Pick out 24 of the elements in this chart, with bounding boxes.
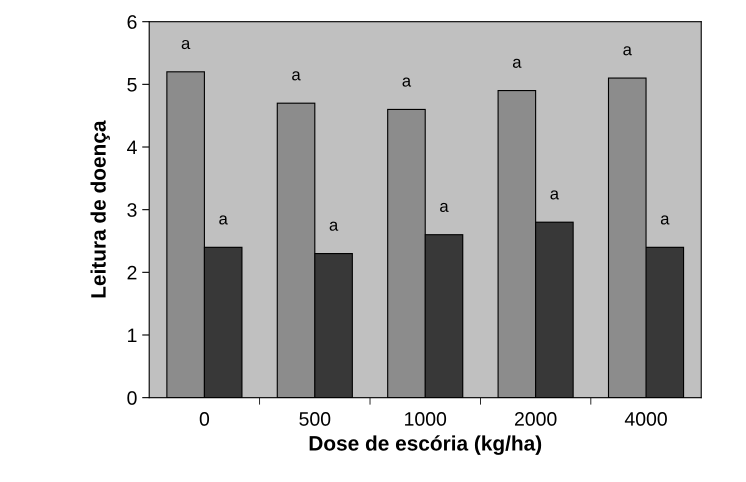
x-tick-label: 500: [299, 412, 330, 426]
x-tick-label: 4000: [624, 412, 667, 426]
y-tick-label: 3: [127, 203, 137, 217]
data-label: a: [512, 58, 522, 68]
x-tick-label: 1000: [405, 412, 446, 426]
data-label: a: [660, 215, 670, 225]
y-tick-label: 1: [128, 328, 136, 342]
data-label: a: [440, 202, 449, 212]
x-axis-title: Dose de escória (kg/ha): [310, 435, 542, 455]
data-label: a: [219, 215, 228, 225]
data-label: a: [182, 40, 190, 50]
data-label: a: [402, 78, 412, 87]
data-label: a: [623, 46, 632, 56]
x-tick-label: 2000: [514, 412, 556, 426]
y-tick-label: 5: [127, 78, 137, 92]
y-tick-label: 0: [127, 391, 137, 405]
data-label: a: [330, 222, 338, 231]
data-label: a: [292, 71, 301, 80]
y-tick-label: 6: [128, 15, 137, 29]
x-tick-label: 0: [200, 412, 210, 426]
y-tick-label: 4: [127, 140, 137, 154]
data-label: a: [550, 190, 560, 200]
y-axis-title: Leitura de doença: [90, 120, 110, 298]
y-tick-label: 2: [128, 266, 136, 280]
